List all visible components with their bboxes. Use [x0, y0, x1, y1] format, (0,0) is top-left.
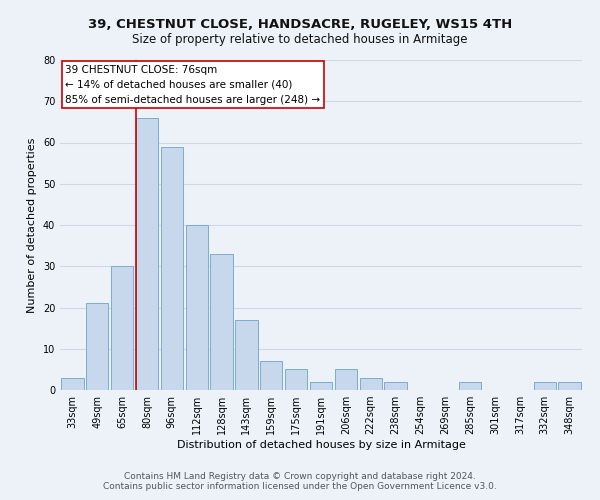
Text: Size of property relative to detached houses in Armitage: Size of property relative to detached ho… [132, 32, 468, 46]
Bar [136, 118, 158, 390]
Text: Contains HM Land Registry data © Crown copyright and database right 2024.: Contains HM Land Registry data © Crown c… [124, 472, 476, 481]
Bar [185, 225, 208, 390]
Bar [211, 254, 233, 390]
Bar [235, 320, 257, 390]
Text: Contains public sector information licensed under the Open Government Licence v3: Contains public sector information licen… [103, 482, 497, 491]
Bar [533, 382, 556, 390]
Bar [335, 370, 357, 390]
Text: 39, CHESTNUT CLOSE, HANDSACRE, RUGELEY, WS15 4TH: 39, CHESTNUT CLOSE, HANDSACRE, RUGELEY, … [88, 18, 512, 30]
Bar [385, 382, 407, 390]
Bar [459, 382, 481, 390]
Bar [285, 370, 307, 390]
Y-axis label: Number of detached properties: Number of detached properties [27, 138, 37, 312]
Text: 39 CHESTNUT CLOSE: 76sqm
← 14% of detached houses are smaller (40)
85% of semi-d: 39 CHESTNUT CLOSE: 76sqm ← 14% of detach… [65, 65, 320, 104]
Bar [61, 378, 83, 390]
X-axis label: Distribution of detached houses by size in Armitage: Distribution of detached houses by size … [176, 440, 466, 450]
Bar [111, 266, 133, 390]
Bar [86, 304, 109, 390]
Bar [161, 146, 183, 390]
Bar [359, 378, 382, 390]
Bar [559, 382, 581, 390]
Bar [310, 382, 332, 390]
Bar [260, 361, 283, 390]
